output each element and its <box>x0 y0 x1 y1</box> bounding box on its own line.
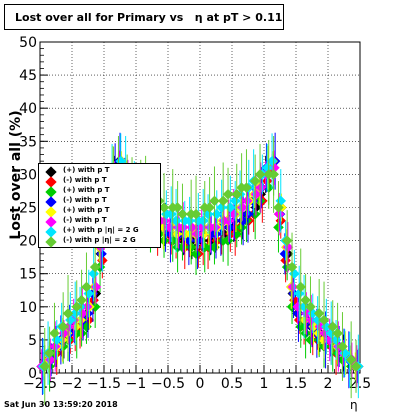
legend-entry: (-) with p T <box>45 196 157 208</box>
legend-entry: (-) with p T <box>45 176 157 188</box>
data-point <box>191 228 203 240</box>
data-point <box>318 314 330 326</box>
data-point <box>222 188 234 200</box>
legend-label: (-) with p T <box>63 176 107 184</box>
x-tick-label: 1 <box>260 376 269 392</box>
data-point <box>332 327 343 339</box>
y-tick-label: 50 <box>19 35 37 51</box>
data-point <box>254 169 266 180</box>
data-point <box>300 294 311 306</box>
x-tick-label: 1.5 <box>285 376 307 392</box>
data-point <box>204 202 215 213</box>
footer-date: Sat Jun 30 13:59:20 2018 <box>4 400 118 409</box>
data-point <box>249 175 261 187</box>
chart-title: Lost over all for Primary vs η at pT > 0… <box>15 11 283 24</box>
x-tick-label: −1.5 <box>87 376 121 392</box>
data-point <box>327 321 339 333</box>
data-point <box>190 248 202 260</box>
y-tick-label: 35 <box>19 134 37 150</box>
data-point <box>255 182 267 193</box>
data-point <box>76 294 87 306</box>
data-point <box>286 261 298 273</box>
data-point <box>44 347 55 359</box>
legend-label: (-) with p T <box>63 196 107 204</box>
data-point <box>281 235 293 246</box>
data-point <box>71 301 83 313</box>
x-tick-label: 2.5 <box>349 376 371 392</box>
data-point <box>350 361 362 372</box>
y-tick-label: 25 <box>19 201 37 217</box>
y-tick-label: 5 <box>28 333 37 349</box>
data-point <box>345 354 357 366</box>
legend-entry: (+) with p T <box>45 206 157 218</box>
chart-title-box: Lost over all for Primary vs η at pT > 0… <box>4 4 284 30</box>
data-point <box>223 215 235 227</box>
legend-label: (+) with p T <box>63 186 110 194</box>
data-point <box>305 301 316 313</box>
data-point <box>209 222 221 233</box>
x-tick-label: 0 <box>196 376 205 392</box>
y-tick-label: 30 <box>19 167 37 183</box>
x-tick-label: 0.5 <box>221 376 243 392</box>
data-point <box>190 208 202 220</box>
data-point <box>172 202 183 213</box>
data-point <box>89 261 101 273</box>
y-tick-label: 10 <box>19 300 37 316</box>
y-tick-label: 45 <box>19 68 37 84</box>
x-tick-label: 2 <box>324 376 333 392</box>
x-tick-label: −2 <box>62 376 83 392</box>
data-point <box>273 202 284 213</box>
data-point <box>241 182 252 193</box>
legend: (+) with p T (-) with p T (+) with p T (-) … <box>38 163 161 248</box>
y-axis-label: Lost over all (%) <box>8 110 24 239</box>
data-point <box>197 215 209 227</box>
legend-marker <box>45 236 57 248</box>
data-point <box>49 327 60 339</box>
legend-label: (-) with p |η| = 2 G <box>63 236 136 244</box>
y-tick-label: 20 <box>19 234 37 250</box>
data-point <box>217 195 229 207</box>
data-point <box>287 281 299 293</box>
data-point <box>39 361 51 372</box>
legend-entry: (+) with p T <box>45 166 157 178</box>
data-point <box>177 208 188 220</box>
legend-label: (-) with p T <box>63 216 107 224</box>
data-point <box>76 327 87 339</box>
x-tick-label: −1 <box>126 376 147 392</box>
y-tick-label: 40 <box>19 101 37 117</box>
data-point <box>57 321 69 333</box>
data-point <box>242 208 254 220</box>
data-point <box>81 301 93 313</box>
legend-entry: (+) with p T <box>45 186 157 198</box>
data-point <box>268 169 279 180</box>
legend-entry: (+) with p |η| = 2 G <box>45 226 157 238</box>
x-tick-label: −0.5 <box>151 376 185 392</box>
data-point <box>62 308 74 319</box>
y-tick-label: 0 <box>28 366 37 382</box>
data-point <box>337 341 348 352</box>
x-axis-label: η <box>350 398 358 412</box>
legend-label: (+) with p T <box>63 166 110 174</box>
data-point <box>295 281 307 293</box>
legend-label: (+) with p T <box>63 206 110 214</box>
y-tick-label: 15 <box>19 267 37 283</box>
data-point <box>273 208 285 220</box>
data-point <box>209 195 220 207</box>
data-point <box>241 195 253 207</box>
data-point <box>300 327 311 339</box>
legend-entry: (-) with p T <box>45 216 157 228</box>
legend-label: (+) with p |η| = 2 G <box>63 226 139 234</box>
legend-entry: (-) with p |η| = 2 G <box>45 236 157 248</box>
data-point <box>231 188 243 200</box>
data-point <box>81 281 92 293</box>
data-point <box>313 308 325 319</box>
